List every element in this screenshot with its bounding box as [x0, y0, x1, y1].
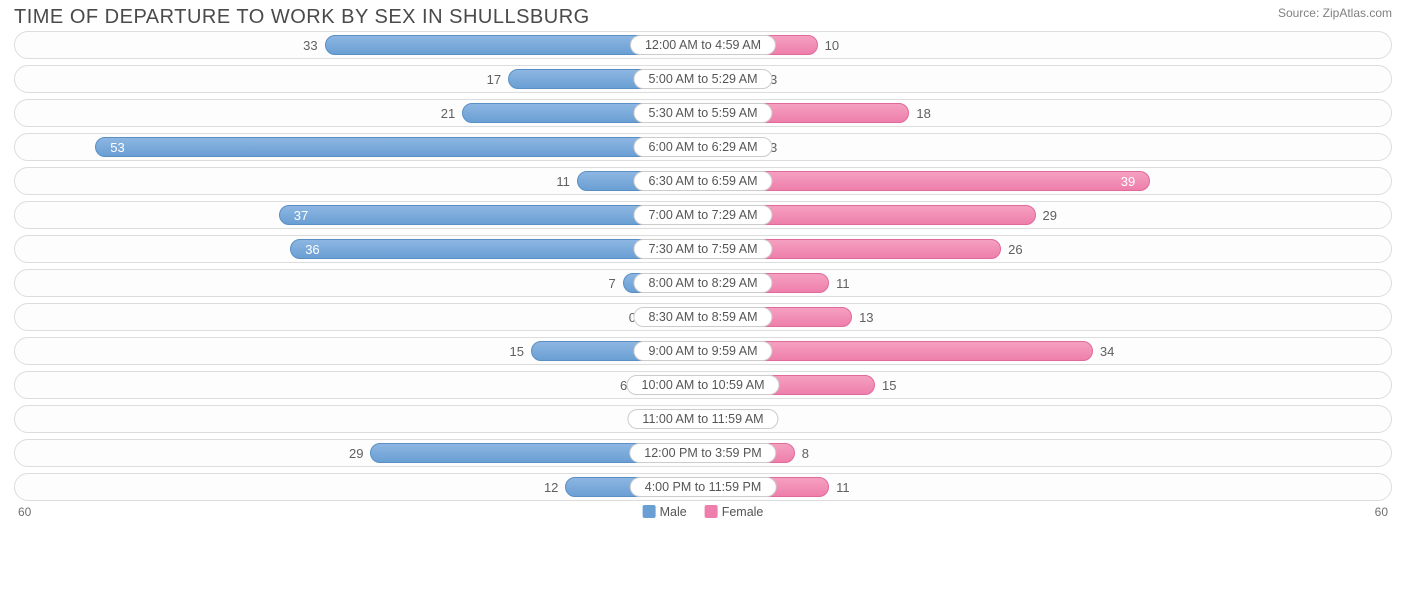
- male-value: 21: [433, 104, 463, 122]
- female-swatch: [705, 505, 718, 518]
- category-label: 12:00 PM to 3:59 PM: [629, 443, 776, 463]
- category-label: 10:00 AM to 10:59 AM: [627, 375, 780, 395]
- male-value: 29: [341, 444, 371, 462]
- male-value: 11: [548, 172, 578, 190]
- category-label: 7:00 AM to 7:29 AM: [633, 205, 772, 225]
- legend-male-label: Male: [660, 505, 687, 519]
- axis-max-left: 60: [18, 505, 31, 519]
- axis-row: 60 Male Female 60: [0, 505, 1406, 519]
- category-label: 5:30 AM to 5:59 AM: [633, 103, 772, 123]
- legend-item-male: Male: [643, 505, 687, 519]
- data-row: 36 26 7:30 AM to 7:59 AM: [14, 235, 1392, 263]
- chart-source: Source: ZipAtlas.com: [1278, 6, 1392, 20]
- data-row: 5336:00 AM to 6:29 AM: [14, 133, 1392, 161]
- male-value: 36: [297, 240, 327, 258]
- category-label: 6:30 AM to 6:59 AM: [633, 171, 772, 191]
- female-value: 11: [828, 274, 858, 292]
- male-value: 12: [536, 478, 566, 496]
- female-value: 13: [851, 308, 881, 326]
- male-value: 53: [102, 138, 132, 156]
- male-bar: 53: [95, 137, 703, 157]
- male-value: 7: [601, 274, 624, 292]
- data-row: 15 34 9:00 AM to 9:59 AM: [14, 337, 1392, 365]
- data-row: 11 39 6:30 AM to 6:59 AM: [14, 167, 1392, 195]
- male-value: 33: [295, 36, 325, 54]
- female-value: 34: [1092, 342, 1122, 360]
- male-value: 15: [502, 342, 532, 360]
- female-value: 15: [874, 376, 904, 394]
- male-swatch: [643, 505, 656, 518]
- data-row: 12 11 4:00 PM to 11:59 PM: [14, 473, 1392, 501]
- female-value: 26: [1000, 240, 1030, 258]
- data-row: 29 8 12:00 PM to 3:59 PM: [14, 439, 1392, 467]
- category-label: 9:00 AM to 9:59 AM: [633, 341, 772, 361]
- female-value: 11: [828, 478, 858, 496]
- data-row: 7 11 8:00 AM to 8:29 AM: [14, 269, 1392, 297]
- data-row: 0138:30 AM to 8:59 AM: [14, 303, 1392, 331]
- data-row: 61510:00 AM to 10:59 AM: [14, 371, 1392, 399]
- category-label: 8:30 AM to 8:59 AM: [633, 307, 772, 327]
- male-value: 37: [286, 206, 316, 224]
- category-label: 6:00 AM to 6:29 AM: [633, 137, 772, 157]
- female-value: 39: [1113, 172, 1143, 190]
- legend-item-female: Female: [705, 505, 764, 519]
- category-label: 7:30 AM to 7:59 AM: [633, 239, 772, 259]
- category-label: 12:00 AM to 4:59 AM: [630, 35, 776, 55]
- chart-header: TIME OF DEPARTURE TO WORK BY SEX IN SHUL…: [0, 0, 1406, 31]
- category-label: 5:00 AM to 5:29 AM: [633, 69, 772, 89]
- female-value: 10: [817, 36, 847, 54]
- male-value: 17: [479, 70, 509, 88]
- data-row: 1735:00 AM to 5:29 AM: [14, 65, 1392, 93]
- legend-female-label: Female: [722, 505, 764, 519]
- female-value: 8: [794, 444, 817, 462]
- female-value: 18: [908, 104, 938, 122]
- data-row: 37 29 7:00 AM to 7:29 AM: [14, 201, 1392, 229]
- category-label: 8:00 AM to 8:29 AM: [633, 273, 772, 293]
- chart-title: TIME OF DEPARTURE TO WORK BY SEX IN SHUL…: [14, 6, 590, 29]
- data-row: 33 10 12:00 AM to 4:59 AM: [14, 31, 1392, 59]
- chart-area: 33 10 12:00 AM to 4:59 AM 1735:00 AM to 5:2…: [0, 31, 1406, 501]
- category-label: 11:00 AM to 11:59 AM: [627, 409, 778, 429]
- data-row: 21 18 5:30 AM to 5:59 AM: [14, 99, 1392, 127]
- axis-max-right: 60: [1375, 505, 1388, 519]
- legend: Male Female: [643, 505, 764, 519]
- data-row: 0311:00 AM to 11:59 AM: [14, 405, 1392, 433]
- female-value: 29: [1035, 206, 1065, 224]
- category-label: 4:00 PM to 11:59 PM: [630, 477, 777, 497]
